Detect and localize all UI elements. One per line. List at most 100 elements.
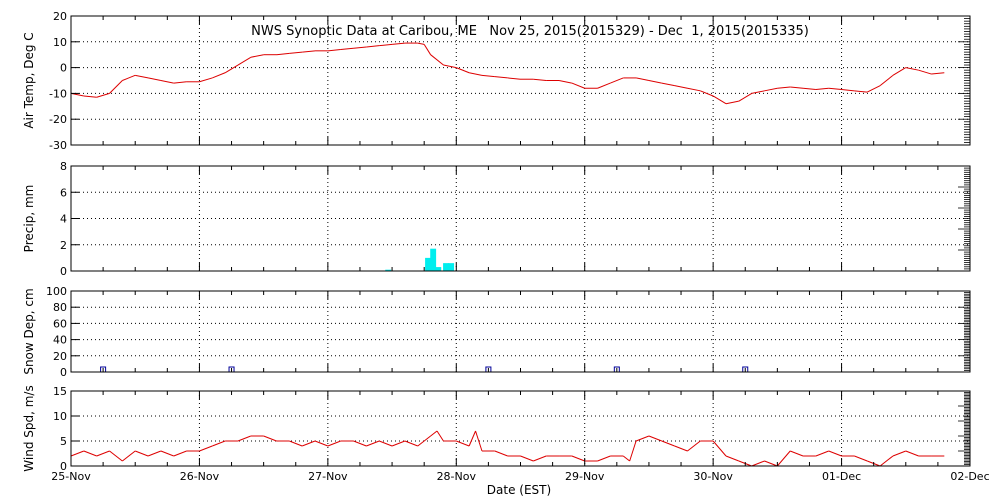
series-segment	[674, 445, 688, 452]
series-segment	[366, 45, 380, 48]
series-segment	[494, 450, 508, 457]
series-segment	[289, 51, 303, 54]
x-tick-label: 28-Nov	[437, 470, 477, 483]
series-segment	[854, 90, 868, 93]
series-segment	[622, 455, 630, 462]
series-segment	[173, 81, 187, 84]
series-segment	[777, 86, 791, 89]
series-segment	[430, 54, 444, 66]
series-segment	[867, 85, 881, 93]
y-tick-label: 60	[53, 317, 67, 330]
series-segment	[379, 43, 393, 47]
series-segment	[96, 450, 110, 457]
y-tick-label: 100	[46, 285, 67, 298]
series-segment	[841, 89, 855, 92]
precip-bar	[385, 269, 392, 271]
series-segment	[237, 56, 252, 66]
series-segment	[109, 80, 123, 94]
y-axis-title: Wind Spd, m/s	[22, 385, 36, 471]
series-segment	[475, 430, 483, 452]
series-segment	[147, 77, 161, 81]
y-tick-label: 15	[53, 385, 67, 398]
series-segment	[314, 440, 329, 447]
series-segment	[417, 435, 431, 447]
series-segment	[436, 430, 444, 442]
series-segment	[423, 44, 432, 55]
series-segment	[96, 92, 110, 98]
y-tick-label: 8	[60, 160, 67, 173]
series-segment	[212, 72, 226, 79]
y-axis-title: Snow Dep, cm	[22, 288, 36, 374]
y-tick-label: 6	[60, 186, 67, 199]
y-tick-label: 20	[53, 10, 67, 23]
series-segment	[456, 440, 470, 447]
series-segment	[790, 86, 804, 89]
series-segment	[687, 87, 701, 92]
series-segment	[828, 450, 842, 457]
series-segment	[725, 455, 740, 462]
series-segment	[276, 52, 290, 56]
series-segment	[301, 440, 316, 447]
series-segment	[468, 430, 477, 447]
series-segment	[391, 440, 406, 447]
y-tick-label: 40	[53, 334, 67, 347]
series-segment	[635, 77, 650, 81]
plot-frame	[70, 290, 971, 373]
y-tick-label: 0	[60, 62, 67, 75]
series-segment	[892, 67, 907, 76]
series-segment	[366, 440, 380, 447]
y-tick-label: 0	[60, 366, 67, 379]
series-segment	[173, 450, 187, 457]
series-segment	[469, 72, 483, 76]
axes-layer: -30 -20 -10 0 10 20 Air Temp, Deg C 0 2 4 6 8 Precip…	[22, 10, 990, 483]
series-segment	[481, 74, 495, 78]
y-tick-label: 20	[53, 350, 67, 363]
series-segment	[738, 92, 752, 102]
series-segment	[712, 95, 727, 105]
series-segment	[674, 85, 688, 89]
series-segment	[160, 450, 174, 457]
series-segment	[790, 450, 804, 457]
series-segment	[70, 450, 85, 457]
series-segment	[83, 95, 97, 98]
series-segment	[289, 440, 303, 447]
series-segment	[648, 80, 662, 84]
precip-bar	[448, 263, 455, 271]
series-segment	[879, 455, 894, 467]
y-tick-label: 5	[60, 435, 67, 448]
series-segment	[263, 435, 277, 442]
series-segment	[109, 450, 123, 462]
series-segment	[571, 82, 585, 89]
y-tick-label: -30	[49, 139, 67, 152]
series-segment	[302, 50, 316, 53]
series-segment	[764, 460, 778, 467]
series-segment	[558, 80, 572, 84]
precip-bar	[430, 248, 437, 271]
series-segment	[237, 435, 251, 442]
y-tick-label: -20	[49, 113, 67, 126]
grid-layer	[71, 16, 970, 466]
y-axis-title: Precip, mm	[22, 185, 36, 253]
precip-bar	[443, 263, 449, 271]
y-tick-label: 4	[60, 213, 67, 226]
series-segment	[597, 82, 611, 89]
series-segment	[379, 440, 393, 447]
series-segment	[456, 67, 470, 74]
plot-frame	[70, 390, 971, 467]
y-tick-label: 80	[53, 301, 67, 314]
series-segment	[700, 90, 714, 97]
x-tick-label: 30-Nov	[693, 470, 733, 483]
y-tick-label: 10	[53, 36, 67, 49]
series-segment	[122, 74, 136, 81]
series-segment	[122, 450, 136, 462]
x-tick-label: 27-Nov	[308, 470, 348, 483]
y-tick-label: 0	[60, 460, 67, 473]
series-segment	[828, 87, 842, 91]
series-segment	[224, 64, 239, 74]
series-segment	[648, 435, 662, 442]
series-segment	[443, 64, 457, 69]
x-axis-title: Date (EST)	[487, 483, 551, 497]
data-layer	[70, 42, 945, 467]
series-segment	[404, 440, 418, 447]
